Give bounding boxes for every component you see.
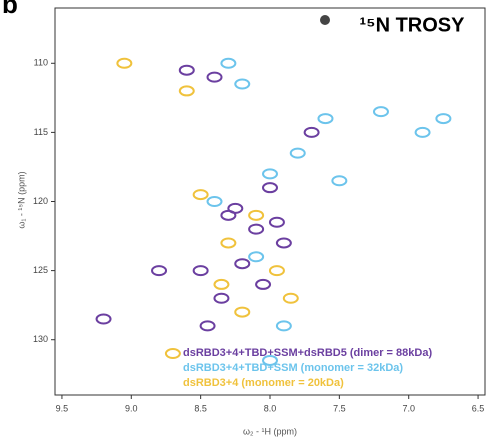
peak bbox=[255, 278, 272, 290]
peak bbox=[164, 348, 181, 360]
peak bbox=[234, 258, 251, 270]
peak bbox=[303, 126, 320, 138]
peak bbox=[178, 85, 195, 97]
peak bbox=[234, 306, 251, 318]
x-tick-label: 7.0 bbox=[402, 403, 415, 413]
x-tick-label: 8.0 bbox=[264, 403, 277, 413]
peak bbox=[192, 265, 209, 277]
y-tick-label: 120 bbox=[33, 196, 48, 206]
peak bbox=[289, 147, 306, 159]
y-tick-label: 110 bbox=[34, 58, 48, 68]
peak bbox=[262, 354, 278, 366]
peak bbox=[262, 182, 278, 194]
y-tick-label: 115 bbox=[34, 127, 48, 137]
peak bbox=[192, 189, 209, 201]
peak bbox=[275, 320, 292, 332]
panel-label: b bbox=[2, 0, 18, 19]
legend-entry: dsRBD3+4+TBD+SSM+dsRBD5 (dimer = 88kDa) bbox=[183, 347, 432, 359]
peak bbox=[151, 265, 168, 277]
x-tick-label: 9.0 bbox=[125, 403, 138, 413]
y-tick-label: 125 bbox=[33, 265, 48, 275]
peak bbox=[220, 57, 237, 69]
peak bbox=[206, 196, 223, 207]
peak bbox=[275, 237, 292, 249]
peak bbox=[248, 251, 265, 263]
peak bbox=[234, 78, 251, 90]
peak bbox=[95, 313, 112, 325]
x-tick-label: 9.5 bbox=[56, 403, 69, 413]
peak bbox=[372, 106, 389, 118]
peak bbox=[268, 265, 285, 277]
legend-entry: dsRBD3+4+TBD+SSM (monomer = 32kDa) bbox=[183, 362, 403, 374]
peak bbox=[199, 320, 216, 332]
peak bbox=[178, 64, 195, 76]
peak bbox=[262, 168, 278, 180]
y-axis-title: ω₁ - ¹⁵N (ppm) bbox=[16, 171, 26, 228]
peak bbox=[282, 292, 299, 304]
legend-entry: dsRBD3+4 (monomer = 20kDa) bbox=[183, 377, 344, 389]
x-tick-label: 8.5 bbox=[194, 403, 207, 413]
x-tick-label: 7.5 bbox=[333, 403, 346, 413]
peak bbox=[248, 223, 265, 235]
peak bbox=[414, 126, 431, 138]
peak bbox=[435, 113, 452, 125]
x-tick-label: 6.5 bbox=[472, 403, 485, 413]
x-axis-title: ω₂ - ¹H (ppm) bbox=[243, 426, 297, 436]
peak bbox=[220, 237, 237, 249]
chart-title: ¹⁵N TROSY bbox=[360, 14, 466, 36]
peak bbox=[213, 292, 230, 304]
peak bbox=[268, 216, 285, 228]
peak bbox=[227, 202, 244, 214]
peak bbox=[331, 175, 348, 187]
peak bbox=[213, 278, 230, 290]
peak bbox=[248, 209, 265, 221]
peak bbox=[116, 57, 133, 69]
decor-dot bbox=[320, 15, 330, 25]
y-tick-label: 130 bbox=[33, 334, 48, 344]
peak bbox=[206, 71, 223, 83]
peak bbox=[317, 113, 334, 125]
